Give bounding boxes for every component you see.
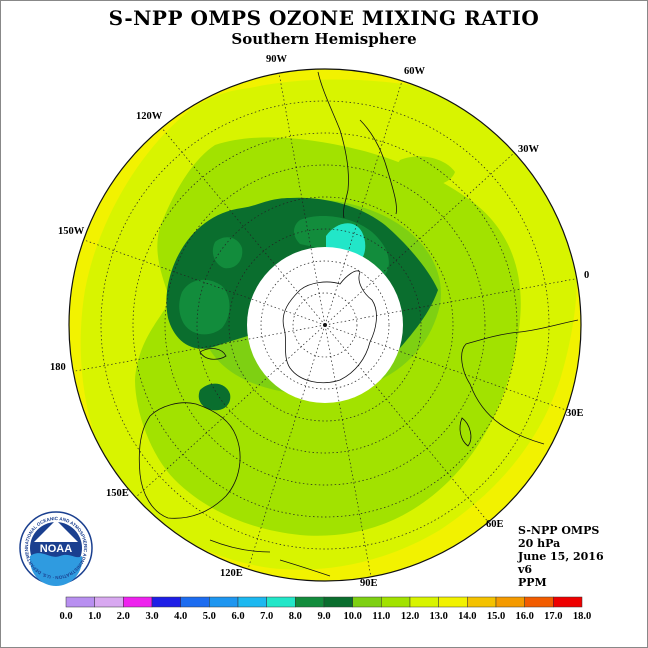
info-date: June 15, 2016 [518,550,604,563]
coast-south-america [317,71,349,219]
colorbar-tick-label: 18.0 [573,611,591,622]
ozone-map [68,68,582,582]
colorbar: 0.0 1.0 2.0 3.0 4.0 5.0 6.0 7.0 8.0 9.0 10.0 11.0 12… [59,596,591,622]
info-units: PPM [518,576,547,589]
info-instrument: S-NPP OMPS [518,524,600,537]
lon-label-180: 180 [50,362,66,373]
colorbar-tick-label: 11.0 [372,611,390,622]
map-border [68,68,582,582]
colorbar-tick-label: 17.0 [544,611,562,622]
colorbar-swatch [123,596,153,608]
colorbar-tick-label: 4.0 [174,611,187,622]
colorbar-swatch [94,596,124,608]
info-level: 20 hPa [518,537,561,550]
colorbar-swatch [381,596,411,608]
lon-label-90w: 90W [266,54,288,65]
info-version: v6 [518,563,533,576]
colorbar-swatch [65,596,95,608]
info-block: S-NPP OMPS 20 hPa June 15, 2016 v6 PPM [518,524,604,589]
colorbar-tick-label: 9.0 [317,611,330,622]
colorbar-tick-label: 7.0 [260,611,273,622]
colorbar-tick-label: 16.0 [515,611,533,622]
colorbar-swatch [352,596,382,608]
colorbar-swatch [495,596,525,608]
coast-madagascar [459,417,472,447]
contour-8-9-west [179,279,230,335]
colorbar-swatch [209,596,239,608]
map-subtitle: Southern Hemisphere [231,30,417,48]
colorbar-tick-label: 12.0 [401,611,419,622]
colorbar-swatch [295,596,325,608]
lon-label-150e: 150E [106,488,129,499]
lon-label-90e: 90E [360,578,378,589]
coast-indonesia [209,539,331,577]
colorbar-swatch [524,596,554,608]
coast-new-zealand [199,348,227,360]
lon-label-30w: 30W [518,144,540,155]
colorbar-swatch [467,596,497,608]
colorbar-tick-label: 1.0 [88,611,101,622]
lon-label-150w: 150W [58,226,85,237]
lon-label-60w: 60W [404,66,426,77]
coast-africa [461,319,579,445]
contour-11-12-north [396,156,455,187]
colorbar-tick-label: 15.0 [487,611,505,622]
colorbar-tick-label: 5.0 [203,611,216,622]
coast-antarctica [282,270,377,384]
colorbar-swatch [438,596,468,608]
colorbar-tick-label: 0.0 [59,611,72,622]
coast-australia [138,402,241,519]
lon-label-120w: 120W [136,111,163,122]
contour-9-10-south [198,383,231,411]
lon-label-60e: 60E [486,519,504,530]
coastlines [138,71,579,577]
colorbar-tick-label: 10.0 [343,611,361,622]
lon-label-30e: 30E [566,408,584,419]
colorbar-swatch [323,596,353,608]
colorbar-swatch [237,596,267,608]
colorbar-swatch [553,596,583,608]
colorbar-tick-label: 2.0 [117,611,130,622]
colorbar-tick-label: 13.0 [429,611,447,622]
longitude-labels: 90W 60W 30W 0 30E 60E 90E 120E 150E 180 … [50,54,589,589]
colorbar-swatch [266,596,296,608]
map-title: S-NPP OMPS OZONE MIXING RATIO [108,6,540,30]
svg-text:NOAA: NOAA [40,543,72,555]
colorbar-swatch [151,596,181,608]
colorbar-tick-label: 8.0 [289,611,302,622]
south-pole-marker [323,323,327,327]
colorbar-swatch [409,596,439,608]
latitude-circles [100,100,550,550]
lon-label-120e: 120E [220,568,243,579]
colorbar-swatch [180,596,210,608]
meridians [69,72,581,578]
contour-8-9-north [212,237,243,269]
colorbar-tick-label: 14.0 [458,611,476,622]
colorbar-tick-label: 6.0 [231,611,244,622]
lon-label-0: 0 [584,270,589,281]
coast-south-america-east [359,119,397,215]
colorbar-tick-label: 3.0 [145,611,158,622]
